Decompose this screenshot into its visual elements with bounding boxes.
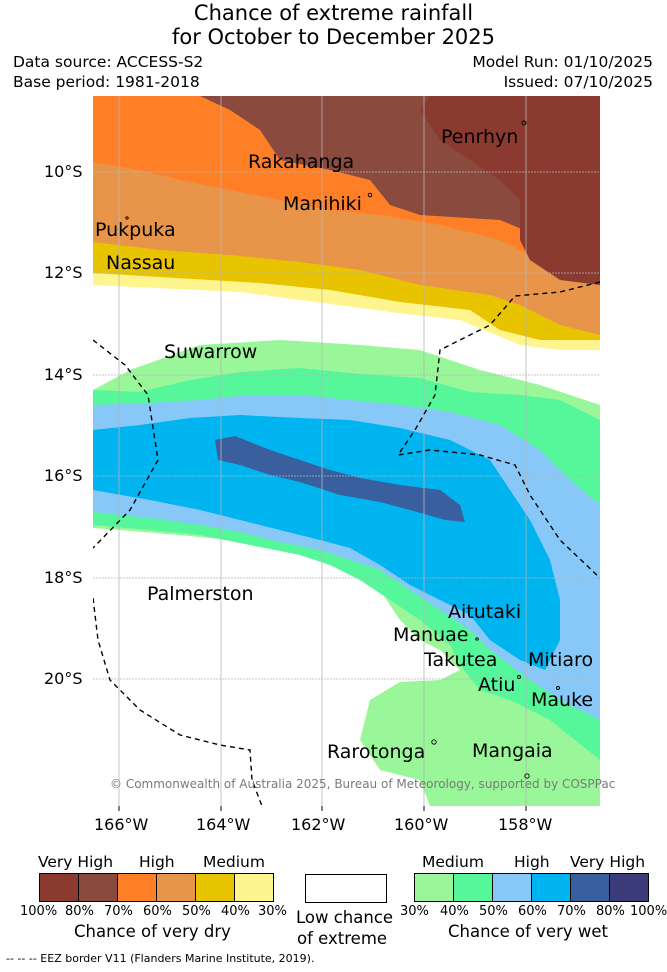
island-marker xyxy=(125,216,129,220)
place-manuae: Manuae xyxy=(393,624,469,646)
lon-label-164w: 164°W xyxy=(196,815,251,834)
place-rarotonga: Rarotonga xyxy=(327,741,426,763)
wet-label-medium: Medium xyxy=(422,853,484,871)
map-axis-ticks xyxy=(118,806,527,811)
wet-caption: Chance of very wet xyxy=(448,922,608,941)
dry-tick: 80% xyxy=(65,904,94,919)
wet-tick: 100% xyxy=(630,904,667,919)
lat-label-16s: 16°S xyxy=(44,466,83,485)
dry-label-very-high: Very High xyxy=(38,853,114,871)
eez-border xyxy=(93,281,600,806)
lat-label-20s: 20°S xyxy=(44,669,83,688)
wet-tick: 30% xyxy=(400,904,429,919)
place-suwarrow: Suwarrow xyxy=(164,341,258,363)
place-pukpuka: Pukpuka xyxy=(95,219,176,241)
copyright-notice: © Commonwealth of Australia 2025, Bureau… xyxy=(110,777,616,791)
wet-label-high: High xyxy=(514,853,550,871)
dry-swatch-70-80 xyxy=(78,873,118,902)
lon-label-166w: 166°W xyxy=(94,815,149,834)
dry-caption: Chance of very dry xyxy=(74,922,231,941)
wet-swatch-60-70 xyxy=(531,873,571,902)
place-takutea: Takutea xyxy=(424,649,498,671)
wet-label-very-high: Very High xyxy=(570,853,646,871)
wet-swatch-70-80 xyxy=(570,873,610,902)
place-atiu: Atiu xyxy=(478,674,516,696)
base-period: Base period: 1981-2018 xyxy=(13,73,200,91)
wet-tick: 40% xyxy=(440,904,469,919)
wet-swatch-80-100 xyxy=(609,873,649,902)
data-source: Data source: ACCESS-S2 xyxy=(13,53,204,71)
island-marker xyxy=(524,773,530,779)
dry-80-100-region xyxy=(420,96,600,285)
lat-label-12s: 12°S xyxy=(44,263,83,282)
dry-swatch-80-100 xyxy=(39,873,79,902)
map-plot-area xyxy=(93,96,600,806)
wet-tick: 60% xyxy=(518,904,547,919)
dry-tick: 70% xyxy=(104,904,133,919)
place-mauke: Mauke xyxy=(531,689,594,711)
place-penrhyn: Penrhyn xyxy=(441,126,519,148)
place-mitiaro: Mitiaro xyxy=(528,649,594,671)
island-marker xyxy=(521,120,527,126)
island-marker xyxy=(367,192,373,198)
island-marker xyxy=(475,637,479,641)
wet-tick: 50% xyxy=(479,904,508,919)
wet-swatch-40-50 xyxy=(453,873,493,902)
lat-label-18s: 18°S xyxy=(44,568,83,587)
island-marker xyxy=(431,739,437,745)
island-marker xyxy=(517,675,521,679)
neutral-caption-line-2: of extreme xyxy=(297,929,388,948)
dry-label-high: High xyxy=(139,853,175,871)
lon-label-160w: 160°W xyxy=(394,815,449,834)
title-line-2: for October to December 2025 xyxy=(171,25,496,49)
wet-tick: 70% xyxy=(557,904,586,919)
eez-footnote: -- -- -- EEZ border V11 (Flanders Marine… xyxy=(6,952,315,965)
dry-swatch-30-40 xyxy=(234,873,274,902)
map-grid xyxy=(93,96,600,806)
wet-swatch-50-60 xyxy=(492,873,532,902)
wet-swatch-30-40 xyxy=(414,873,454,902)
wet-tick: 80% xyxy=(596,904,625,919)
dry-tick: 30% xyxy=(258,904,287,919)
dry-tick: 100% xyxy=(20,904,58,919)
issued-date: Issued: 07/10/2025 xyxy=(503,73,653,91)
neutral-caption-line-1: Low chance xyxy=(296,908,394,927)
place-mangaia: Mangaia xyxy=(472,740,553,762)
wet-70-80-region xyxy=(215,436,465,522)
neutral-swatch xyxy=(305,874,387,903)
place-rakahanga: Rakahanga xyxy=(248,151,355,173)
island-markers xyxy=(125,120,560,779)
lat-label-14s: 14°S xyxy=(44,365,83,384)
dry-tick: 50% xyxy=(182,904,211,919)
island-marker xyxy=(556,686,560,690)
place-palmerston: Palmerston xyxy=(147,583,254,605)
wet-60-70-region xyxy=(93,415,560,670)
place-aitutaki: Aitutaki xyxy=(448,601,522,623)
lon-label-162w: 162°W xyxy=(291,815,346,834)
lat-label-10s: 10°S xyxy=(44,162,83,181)
lon-label-158w: 158°W xyxy=(498,815,553,834)
dry-label-medium: Medium xyxy=(203,853,265,871)
title-line-1: Chance of extreme rainfall xyxy=(193,1,474,25)
wet-colorbar xyxy=(414,873,649,902)
place-nassau: Nassau xyxy=(106,252,176,274)
dry-swatch-50-60 xyxy=(156,873,196,902)
model-run: Model Run: 01/10/2025 xyxy=(472,53,653,71)
dry-tick: 40% xyxy=(221,904,250,919)
dry-swatch-40-50 xyxy=(195,873,235,902)
place-manihiki: Manihiki xyxy=(283,193,362,215)
dry-tick: 60% xyxy=(143,904,172,919)
dry-swatch-60-70 xyxy=(117,873,157,902)
dry-colorbar xyxy=(39,873,274,902)
